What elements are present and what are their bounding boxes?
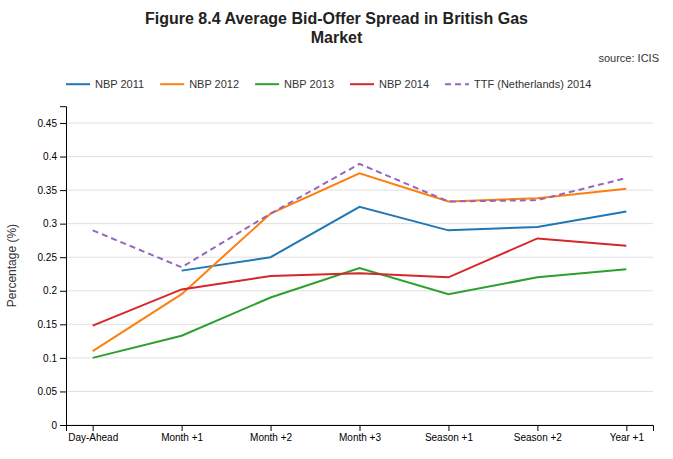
legend-label: NBP 2014	[379, 78, 429, 90]
series-line	[93, 164, 627, 267]
legend-label: NBP 2012	[189, 78, 239, 90]
y-tick-mark	[60, 291, 66, 292]
y-tick-label: 0.05	[38, 386, 58, 397]
annotation: source: ICIS	[598, 52, 659, 64]
x-tick-mark	[626, 425, 627, 431]
y-tick: 0.15	[38, 319, 66, 330]
y-tick: 0.3	[43, 218, 66, 229]
y-tick-label: 0.45	[38, 118, 58, 129]
y-tick-mark	[60, 425, 66, 426]
y-tick-label: 0.1	[43, 353, 57, 364]
title: Figure 8.4 Average Bid-Offer Spread in B…	[145, 10, 528, 46]
legend-item: NBP 2011	[66, 78, 144, 90]
y-tick-mark	[60, 391, 66, 392]
legend-label: NBP 2013	[284, 78, 334, 90]
grid-line	[66, 290, 653, 291]
legend-item: NBP 2013	[255, 78, 334, 90]
y-tick: 0.1	[43, 353, 66, 364]
x-axis-line	[67, 426, 654, 432]
x-tick-label: Month +2	[250, 432, 292, 443]
x-axis: Day-Ahead Month +1 Month +2 Month +3 Season …	[67, 425, 654, 443]
y-tick-mark	[60, 190, 66, 191]
x-tick-label: Month +3	[339, 432, 381, 443]
grid-line	[66, 257, 653, 258]
x-tick-mark	[360, 425, 361, 431]
series-lines	[93, 164, 627, 358]
chart: Figure 8.4 Average Bid-Offer Spread in B…	[0, 0, 673, 459]
x-tick-label: Year +1	[610, 432, 645, 443]
y-tick: 0.4	[43, 151, 66, 162]
x-tick-label: Season +2	[514, 432, 563, 443]
x-tick-label: Month +1	[161, 432, 203, 443]
x-tick-mark	[448, 425, 449, 431]
grid-line	[66, 391, 653, 392]
legend-swatch	[66, 83, 90, 85]
series-line	[93, 238, 627, 325]
x-tick-label: Season +1	[425, 432, 474, 443]
y-axis-line	[60, 107, 67, 426]
legend-item: NBP 2014	[350, 78, 429, 90]
y-tick-label: 0.25	[38, 252, 58, 263]
x-tick-label: Day-Ahead	[68, 432, 118, 443]
y-tick: 0.45	[38, 118, 66, 129]
grid-line	[66, 156, 653, 157]
series-line	[93, 173, 627, 351]
y-tick-label: 0.15	[38, 319, 58, 330]
y-tick-mark	[60, 358, 66, 359]
y-tick-mark	[60, 257, 66, 258]
grid	[66, 123, 653, 425]
legend-swatch	[160, 83, 184, 85]
legend-item: TTF (Netherlands) 2014	[445, 78, 591, 90]
y-tick: 0.05	[38, 386, 66, 397]
x-tick: Year +1	[610, 425, 645, 443]
grid-line	[66, 357, 653, 358]
y-tick-label: 0.2	[43, 285, 57, 296]
x-tick: Month +1	[161, 425, 203, 443]
plot: 0 0.05 0.1 0.15 0.2 0.25 0.3 0.35 0.4 0.45 Day-Ahe…	[38, 107, 654, 443]
series-line	[182, 207, 627, 271]
y-tick-mark	[60, 224, 66, 225]
y-tick-mark	[60, 123, 66, 124]
grid-line	[66, 122, 653, 123]
legend-label: TTF (Netherlands) 2014	[474, 78, 591, 90]
y-tick: 0.35	[38, 185, 66, 196]
x-tick: Month +3	[339, 425, 381, 443]
x-tick-mark	[537, 425, 538, 431]
y-tick-label: 0.4	[43, 151, 57, 162]
y-tick: 0.2	[43, 285, 66, 296]
legend-swatch	[445, 83, 469, 85]
y-tick-mark	[60, 324, 66, 325]
grid-line	[66, 190, 653, 191]
series-line	[93, 268, 627, 358]
legend-label: NBP 2011	[95, 78, 144, 90]
title-line: Market	[311, 29, 363, 46]
y-tick-mark	[60, 157, 66, 158]
y-axis: 0 0.05 0.1 0.15 0.2 0.25 0.3 0.35 0.4 0.45	[38, 107, 67, 431]
x-tick-mark	[182, 425, 183, 431]
y-axis-title: Percentage (%)	[5, 224, 19, 307]
legend: NBP 2011 NBP 2012 NBP 2013 NBP 2014 TTF (Net…	[66, 78, 591, 90]
y-tick: 0.25	[38, 252, 66, 263]
y-tick-label: 0	[51, 420, 57, 431]
legend-item: NBP 2012	[160, 78, 239, 90]
x-tick-mark	[93, 425, 94, 431]
grid-line	[66, 223, 653, 224]
legend-swatch	[350, 83, 374, 85]
x-tick-mark	[271, 425, 272, 431]
x-tick: Month +2	[250, 425, 292, 443]
y-tick-label: 0.35	[38, 185, 58, 196]
x-tick: Season +2	[514, 425, 563, 443]
x-tick: Season +1	[425, 425, 474, 443]
y-tick: 0	[51, 420, 66, 431]
x-tick: Day-Ahead	[68, 425, 118, 443]
grid-line	[66, 324, 653, 325]
y-tick-label: 0.3	[43, 218, 57, 229]
legend-swatch	[255, 83, 279, 85]
title-line: Figure 8.4 Average Bid-Offer Spread in B…	[145, 10, 528, 27]
